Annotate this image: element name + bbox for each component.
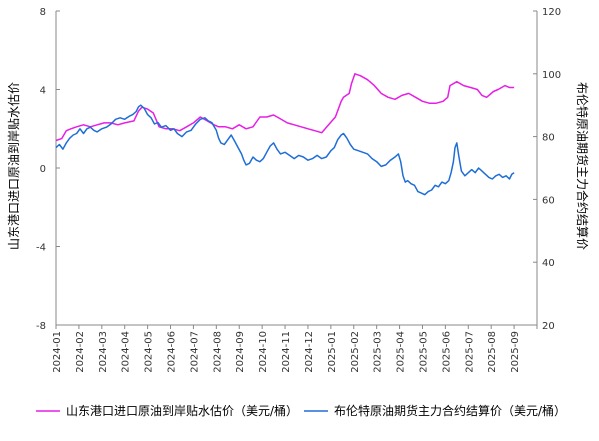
x-tick-label: 2024-11 xyxy=(281,331,292,373)
x-tick-label: 2025-03 xyxy=(373,331,384,373)
left-tick-label: -4 xyxy=(36,243,46,254)
legend: 山东港口进口原油到岸贴水估价（美元/桶） 布伦特原油期货主力合约结算价（美元/桶… xyxy=(36,403,566,418)
x-tick-label: 2024-07 xyxy=(189,331,200,373)
right-tick-label: 60 xyxy=(542,195,555,206)
x-tick-label: 2024-09 xyxy=(235,331,246,373)
x-tick-label: 2025-07 xyxy=(464,331,475,373)
x-tick-label: 2024-05 xyxy=(144,331,155,373)
series-line-brent xyxy=(55,104,515,196)
x-tick-label: 2025-05 xyxy=(418,331,429,373)
left-tick-label: 8 xyxy=(40,7,46,18)
right-tick-label: 100 xyxy=(542,70,561,81)
x-tick-label: 2024-06 xyxy=(167,331,178,373)
legend-label-pink: 山东港口进口原油到岸贴水估价（美元/桶） xyxy=(66,403,298,418)
x-tick-label: 2024-08 xyxy=(212,331,223,373)
left-axis-title: 山东港口进口原油到岸贴水估价 xyxy=(7,82,21,250)
ticks-group: -8 -4 0 4 8 20 40 60 80 100 120 2024-01 2024-02 2024-… xyxy=(36,7,561,373)
left-tick-label: 4 xyxy=(40,86,46,97)
x-tick-label: 2024-01 xyxy=(52,331,63,373)
x-tick-label: 2024-02 xyxy=(75,331,86,373)
x-tick-label: 2024-12 xyxy=(304,331,315,373)
x-tick-label: 2024-03 xyxy=(98,331,109,373)
left-tick-label: 0 xyxy=(40,164,46,175)
x-tick-label: 2025-06 xyxy=(441,331,452,373)
right-axis-title: 布伦特原油期货主力合约结算价 xyxy=(575,82,590,250)
right-tick-label: 120 xyxy=(542,7,561,18)
left-tick-label: -8 xyxy=(36,321,46,332)
x-tick-label: 2025-04 xyxy=(396,331,407,373)
series-line-discount xyxy=(55,73,515,142)
x-tick-label: 2025-09 xyxy=(510,331,521,373)
x-tick-label: 2024-10 xyxy=(258,331,269,373)
x-tick-label: 2025-02 xyxy=(350,331,361,373)
right-tick-label: 40 xyxy=(542,258,555,269)
series-group xyxy=(55,73,515,196)
x-tick-label: 2025-08 xyxy=(487,331,498,373)
right-tick-label: 20 xyxy=(542,321,555,332)
legend-label-blue: 布伦特原油期货主力合约结算价（美元/桶） xyxy=(334,403,566,418)
right-tick-label: 80 xyxy=(542,133,555,144)
x-tick-label: 2025-01 xyxy=(327,331,338,373)
x-tick-label: 2024-04 xyxy=(121,331,132,373)
